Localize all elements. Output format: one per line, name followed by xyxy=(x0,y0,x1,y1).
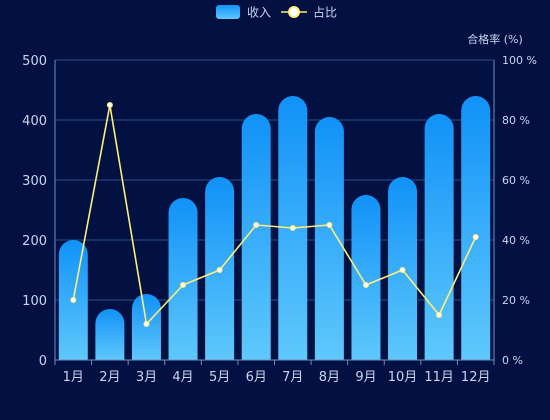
ratio-point-10月[interactable] xyxy=(399,267,406,273)
ratio-line xyxy=(72,104,477,325)
tick-labels: 0 100 200 300 400 500 0 % 20 % 40 % 60 % 80 % 100 %… xyxy=(22,54,537,385)
bar-6月[interactable] xyxy=(241,114,271,360)
y-right-tick-label: 20 % xyxy=(502,294,530,307)
right-axis-title: 合格率 (%) xyxy=(467,32,523,46)
bars xyxy=(58,96,491,361)
x-tick-label: 9月 xyxy=(355,370,376,385)
y-left-tick-label: 300 xyxy=(22,174,47,189)
y-left-tick-label: 400 xyxy=(22,114,47,129)
ratio-line-series xyxy=(72,104,477,325)
legend-marker-income[interactable] xyxy=(216,5,240,19)
x-tick-label: 1月 xyxy=(63,370,84,385)
axes xyxy=(54,60,495,365)
ratio-points xyxy=(70,102,479,327)
ratio-point-9月[interactable] xyxy=(362,282,369,288)
y-right-tick-label: 0 % xyxy=(502,354,523,367)
ratio-point-11月[interactable] xyxy=(436,312,443,318)
bar-11月[interactable] xyxy=(424,114,454,360)
y-right-tick-label: 100 % xyxy=(502,54,537,67)
ratio-point-2月[interactable] xyxy=(106,102,113,108)
x-tick-label: 8月 xyxy=(319,370,340,385)
legend-marker-ratio-point[interactable] xyxy=(288,6,300,18)
ratio-point-8月[interactable] xyxy=(326,222,333,228)
gridlines xyxy=(55,59,494,301)
legend-label-income[interactable]: 收入 xyxy=(247,6,271,20)
x-tick-label: 3月 xyxy=(136,370,157,385)
ratio-point-6月[interactable] xyxy=(253,222,260,228)
ratio-point-7月[interactable] xyxy=(289,225,296,231)
x-tick-label: 12月 xyxy=(461,370,491,385)
bar-2月[interactable] xyxy=(95,309,125,360)
x-tick-label: 5月 xyxy=(209,370,230,385)
bar-12月[interactable] xyxy=(461,96,491,360)
legend[interactable]: 收入 占比 xyxy=(216,5,337,20)
y-right-tick-label: 40 % xyxy=(502,234,530,247)
y-left-tick-label: 200 xyxy=(22,234,47,249)
y-left-tick-label: 500 xyxy=(22,54,47,69)
x-tick-label: 11月 xyxy=(424,370,454,385)
x-tick-label: 10月 xyxy=(388,370,418,385)
y-right-tick-label: 60 % xyxy=(502,174,530,187)
bar-8月[interactable] xyxy=(314,117,344,361)
y-left-tick-label: 0 xyxy=(39,354,47,369)
x-tick-label: 7月 xyxy=(282,370,303,385)
x-tick-label: 2月 xyxy=(99,370,120,385)
y-left-tick-label: 100 xyxy=(22,294,47,309)
ratio-point-4月[interactable] xyxy=(180,282,187,288)
y-right-tick-label: 80 % xyxy=(502,114,530,127)
x-tick-label: 6月 xyxy=(246,370,267,385)
ratio-point-1月[interactable] xyxy=(70,297,77,303)
ratio-point-12月[interactable] xyxy=(472,234,479,240)
bar-4月[interactable] xyxy=(168,198,198,360)
legend-label-ratio[interactable]: 占比 xyxy=(313,5,337,20)
ratio-point-3月[interactable] xyxy=(143,321,150,327)
x-tick-label: 4月 xyxy=(172,370,193,385)
ratio-point-5月[interactable] xyxy=(216,267,223,273)
bar-9月[interactable] xyxy=(351,195,381,360)
